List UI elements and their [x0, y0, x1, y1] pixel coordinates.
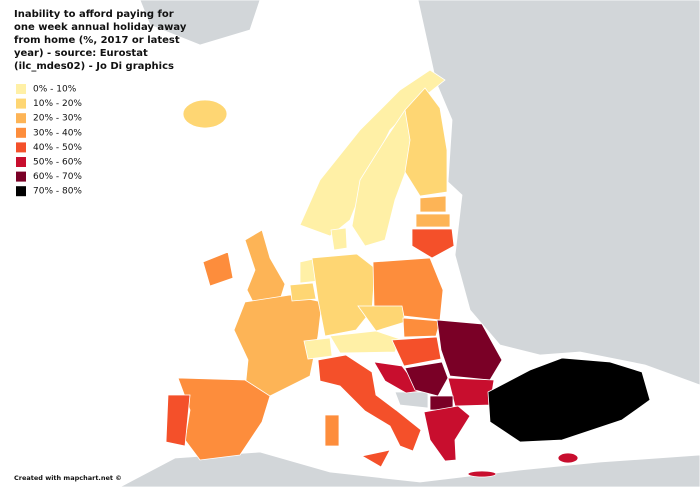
lithuania — [411, 228, 455, 259]
legend-label: 50% - 60% — [33, 158, 82, 168]
legend-label: 30% - 40% — [33, 128, 82, 138]
legend-label: 10% - 20% — [33, 99, 82, 109]
legend-swatch — [16, 113, 26, 124]
title: Inability to afford paying for one week a… — [14, 9, 187, 72]
legend: 0% - 10% 10% - 20% 20% - 30% 30% - 40% 40% -… — [16, 84, 82, 197]
countries — [165, 69, 651, 478]
germany — [311, 253, 376, 337]
title-line: Inability to afford paying for — [14, 9, 174, 20]
legend-swatch — [16, 186, 26, 197]
hungary — [391, 336, 442, 367]
estonia — [419, 195, 447, 213]
iceland — [182, 99, 228, 129]
turkey — [487, 357, 651, 443]
title-line: year) - source: Eurostat — [14, 48, 148, 59]
legend-swatch — [16, 142, 26, 153]
eastern-land — [417, 0, 700, 386]
ireland — [202, 251, 234, 287]
portugal — [165, 394, 191, 447]
credit: Created with mapchart.net © — [14, 474, 122, 482]
greece — [423, 405, 471, 462]
belgium — [289, 282, 317, 302]
bulgaria — [447, 377, 495, 407]
legend-swatch — [16, 84, 26, 94]
slovakia — [402, 317, 441, 338]
legend-swatch — [16, 127, 26, 138]
legend-label: 0% - 10% — [33, 85, 77, 95]
title-line: one week annual holiday away — [14, 22, 187, 33]
cyprus — [557, 452, 579, 464]
latvia — [415, 213, 451, 228]
finland — [404, 87, 448, 197]
title-line: (ilc_mdes02) - Jo Di graphics — [14, 61, 174, 72]
legend-swatch — [16, 171, 26, 182]
italy — [317, 354, 422, 452]
serbia — [404, 361, 449, 397]
legend-swatch — [16, 98, 26, 109]
legend-label: 20% - 30% — [33, 114, 82, 124]
spain — [177, 377, 271, 461]
denmark — [330, 227, 348, 251]
non-data-land — [119, 0, 700, 487]
legend-label: 70% - 80% — [33, 187, 82, 197]
legend-label: 40% - 50% — [33, 143, 82, 153]
title-line: from home (%, 2017 or latest — [14, 35, 180, 46]
sicily — [360, 449, 391, 468]
switzerland — [303, 337, 333, 360]
crete — [467, 470, 497, 478]
croatia — [373, 361, 422, 394]
greenland — [139, 0, 261, 46]
norway — [299, 69, 446, 237]
legend-swatch — [16, 157, 26, 167]
legend-label: 60% - 70% — [33, 172, 82, 182]
sardinia — [324, 414, 340, 447]
balkan-land — [394, 391, 429, 409]
